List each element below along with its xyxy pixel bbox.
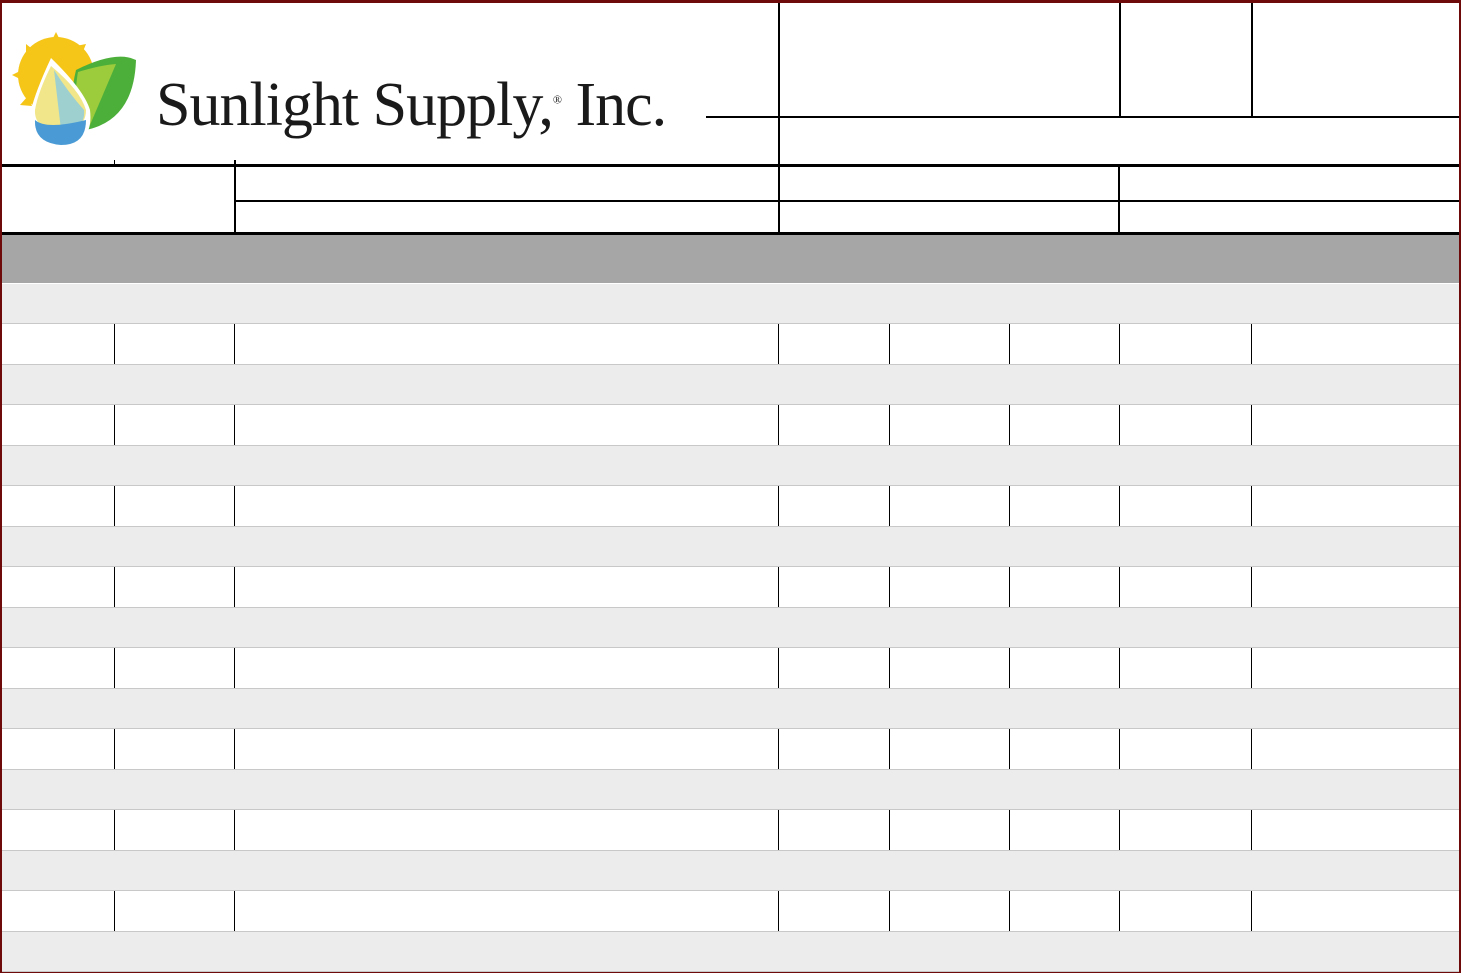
cell-divider [889, 486, 890, 526]
cell-divider [234, 648, 235, 688]
cell-divider [1119, 891, 1120, 931]
cell-divider [1251, 567, 1252, 607]
table-row [2, 405, 1459, 446]
sun-leaf-drop-icon [12, 32, 136, 148]
divider [1119, 3, 1121, 117]
cell-divider [1119, 324, 1120, 364]
cell-divider [778, 891, 779, 931]
section-row [2, 608, 1459, 648]
cell-divider [1009, 405, 1010, 445]
cell-divider [114, 405, 115, 445]
cell-divider [1251, 405, 1252, 445]
cell-divider [889, 567, 890, 607]
divider [234, 160, 236, 234]
cell-divider [234, 567, 235, 607]
cell-divider [1009, 567, 1010, 607]
cell-divider [778, 810, 779, 850]
cell-divider [234, 810, 235, 850]
cell-divider [778, 648, 779, 688]
cell-divider [114, 729, 115, 769]
section-row [2, 851, 1459, 891]
cell-divider [1009, 648, 1010, 688]
cell-divider [1251, 810, 1252, 850]
cell-divider [778, 324, 779, 364]
cell-divider [1009, 891, 1010, 931]
cell-divider [114, 648, 115, 688]
divider [706, 116, 1459, 118]
divider [778, 3, 780, 235]
cell-divider [1009, 729, 1010, 769]
cell-divider [234, 891, 235, 931]
cell-divider [114, 891, 115, 931]
table-row [2, 810, 1459, 851]
table-row [2, 486, 1459, 527]
section-row [2, 932, 1459, 972]
table-row [2, 729, 1459, 770]
cell-divider [114, 486, 115, 526]
section-row [2, 284, 1459, 324]
section-row [2, 446, 1459, 486]
cell-divider [1251, 648, 1252, 688]
cell-divider [1119, 648, 1120, 688]
cell-divider [114, 324, 115, 364]
cell-divider [114, 810, 115, 850]
section-row [2, 527, 1459, 567]
cell-divider [1009, 810, 1010, 850]
section-row [2, 770, 1459, 810]
cell-divider [1251, 891, 1252, 931]
cell-divider [778, 567, 779, 607]
company-name: Sunlight Supply,® Inc. [156, 71, 667, 139]
cell-divider [234, 324, 235, 364]
cell-divider [889, 729, 890, 769]
cell-divider [1119, 810, 1120, 850]
company-logo: Sunlight Supply,® Inc. [6, 30, 706, 155]
table-row [2, 324, 1459, 365]
cell-divider [1119, 567, 1120, 607]
section-row [2, 689, 1459, 729]
cell-divider [889, 648, 890, 688]
cell-divider [889, 810, 890, 850]
cell-divider [1251, 486, 1252, 526]
cell-divider [1119, 729, 1120, 769]
cell-divider [778, 486, 779, 526]
divider [2, 232, 1459, 235]
cell-divider [1251, 324, 1252, 364]
cell-divider [778, 729, 779, 769]
table-row [2, 891, 1459, 932]
cell-divider [234, 729, 235, 769]
cell-divider [778, 405, 779, 445]
cell-divider [234, 405, 235, 445]
section-row [2, 365, 1459, 405]
cell-divider [1009, 486, 1010, 526]
divider [1251, 3, 1253, 117]
cell-divider [114, 567, 115, 607]
table-row [2, 567, 1459, 608]
cell-divider [1009, 324, 1010, 364]
cell-divider [889, 891, 890, 931]
cell-divider [889, 324, 890, 364]
cell-divider [1119, 405, 1120, 445]
divider [2, 164, 1459, 167]
cell-divider [1251, 729, 1252, 769]
cell-divider [234, 486, 235, 526]
divider [234, 200, 1459, 202]
table-row [2, 648, 1459, 689]
section-header-band [2, 235, 1459, 283]
cell-divider [889, 405, 890, 445]
divider [114, 160, 115, 166]
cell-divider [1119, 486, 1120, 526]
